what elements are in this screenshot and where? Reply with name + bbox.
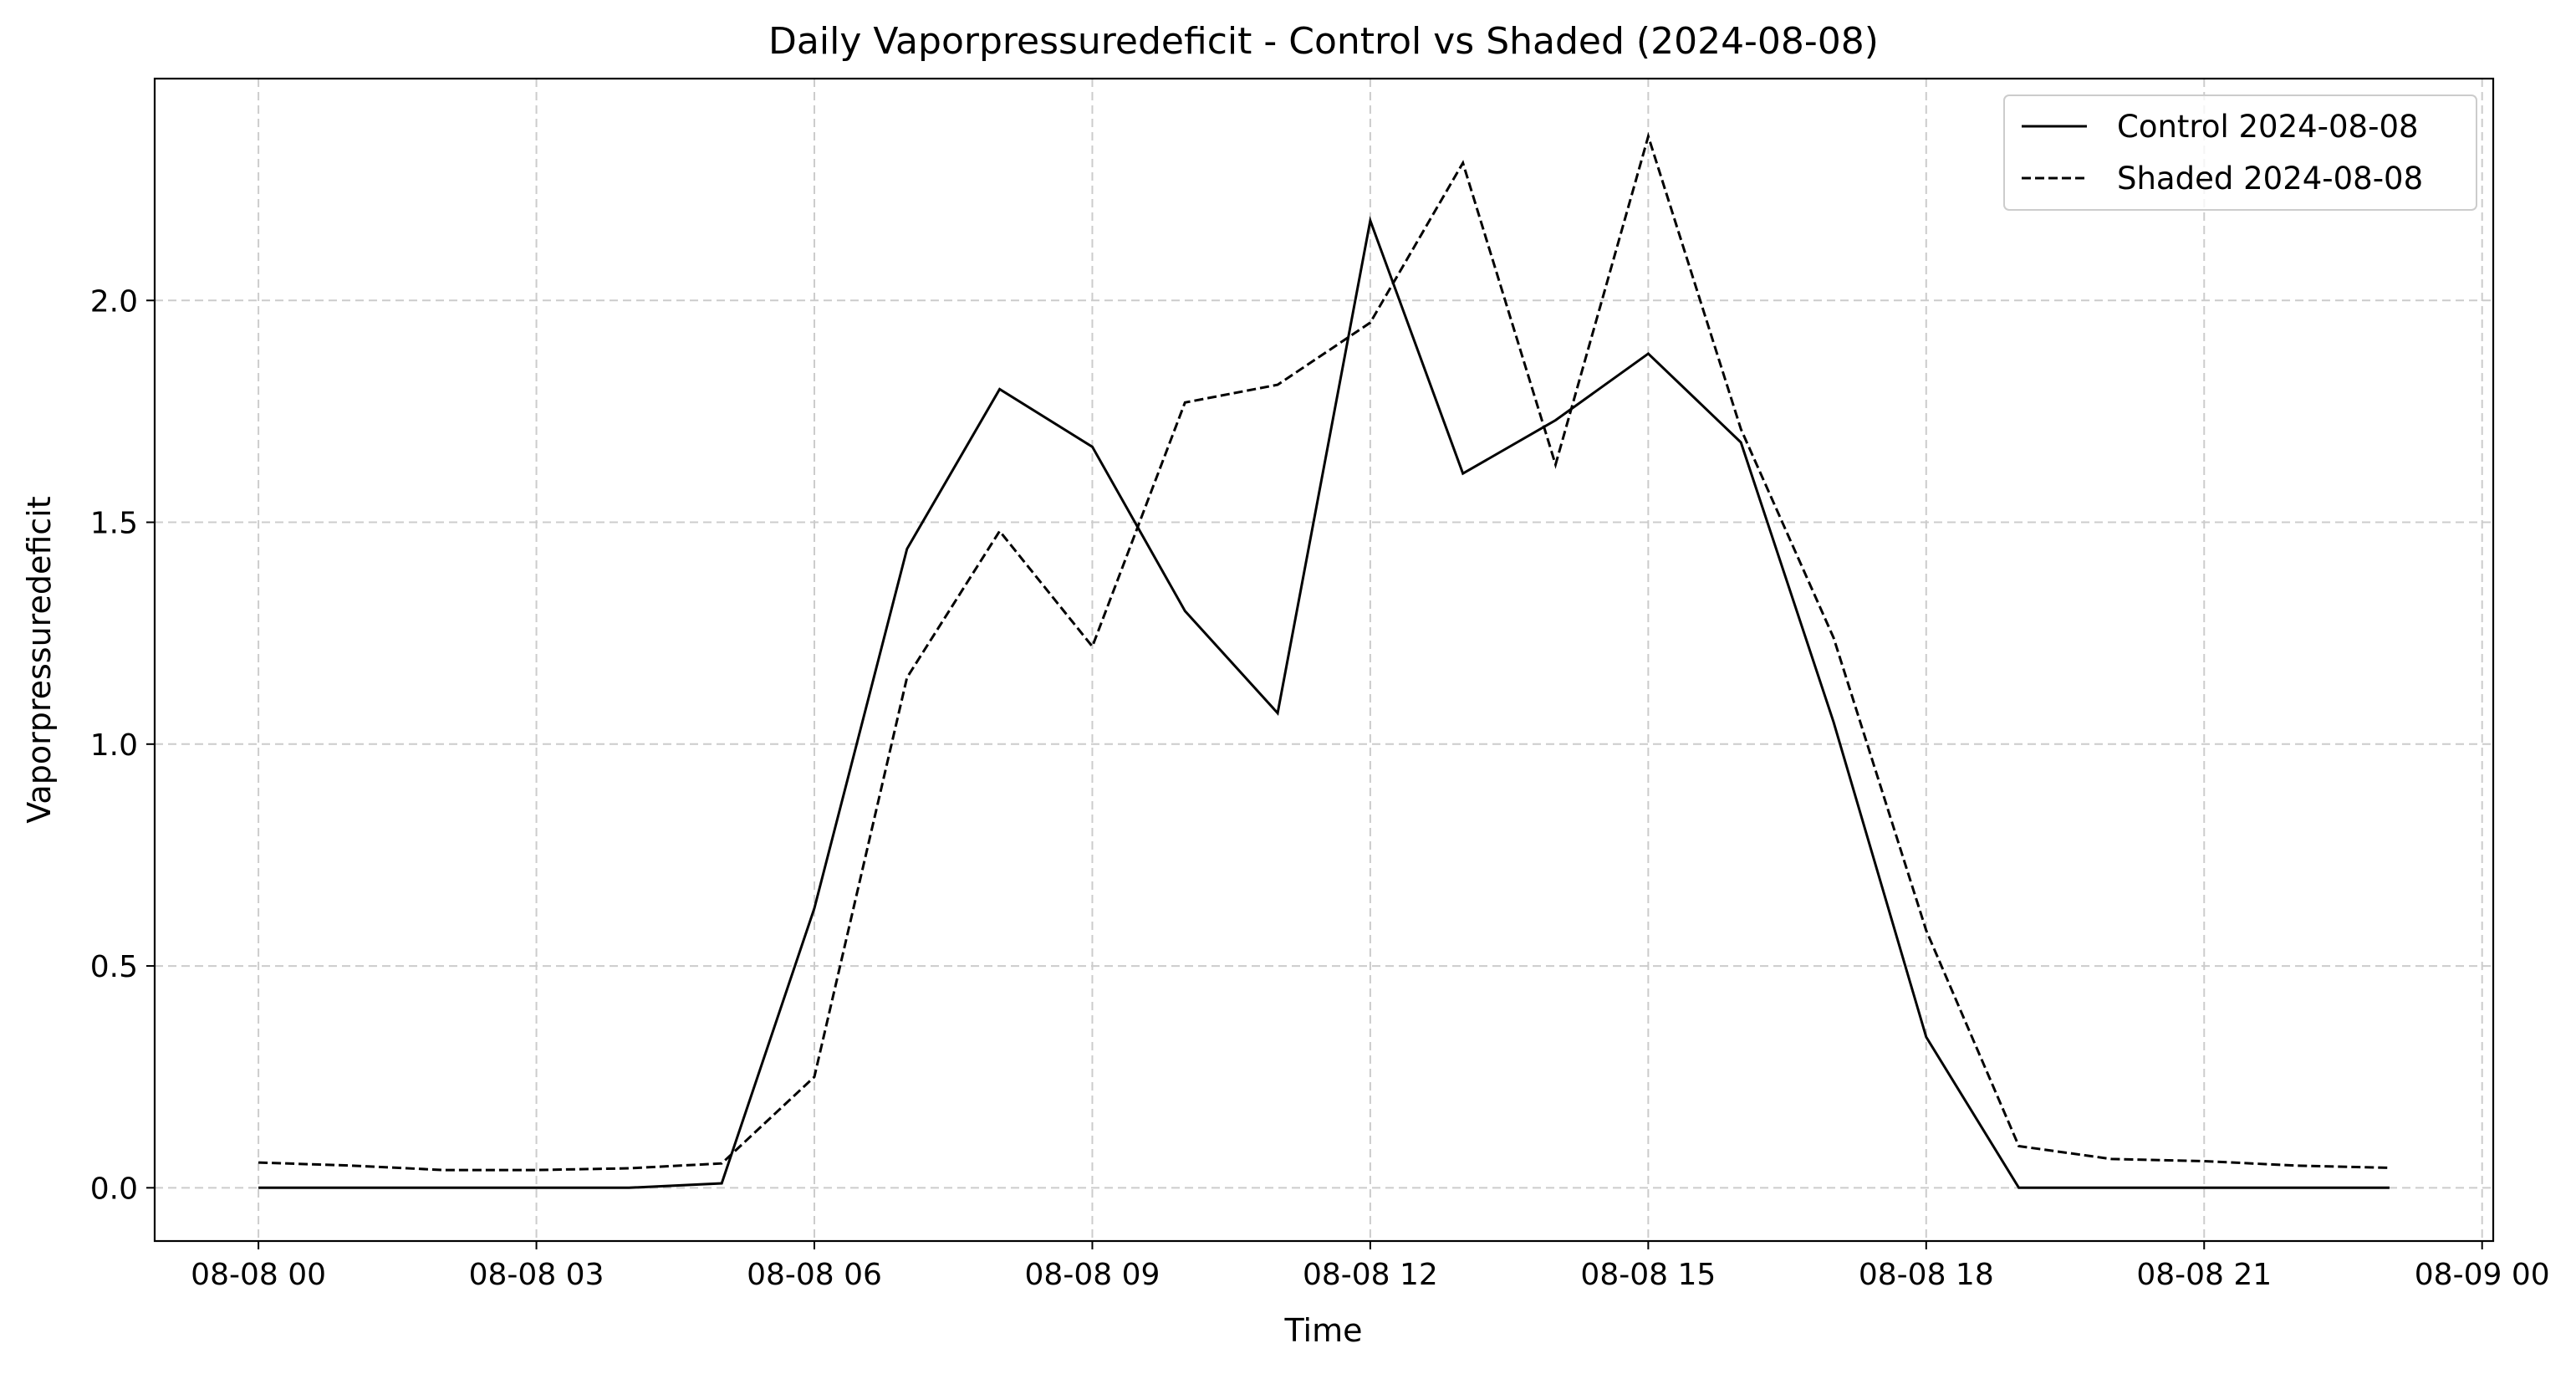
- x-tick-label: 08-08 09: [1025, 1258, 1160, 1292]
- y-tick-label: 1.0: [90, 728, 138, 763]
- series-line-shaded: [258, 131, 2390, 1172]
- x-tick-label: 08-08 06: [747, 1258, 882, 1292]
- y-tick-label: 0.0: [90, 1172, 138, 1206]
- legend: Control 2024-08-08 Shaded 2024-08-08: [2003, 94, 2477, 211]
- x-tick-label: 08-08 12: [1303, 1258, 1438, 1292]
- y-tick-label: 2.0: [90, 284, 138, 319]
- series-line-control: [258, 216, 2390, 1189]
- x-tick-label: 08-08 18: [1859, 1258, 1994, 1292]
- x-axis-label: Time: [1284, 1312, 1363, 1349]
- grid-lines: [155, 79, 2493, 1241]
- legend-control-label: Control 2024-08-08: [2117, 109, 2419, 145]
- y-axis: 0.0 0.5 1.0 1.5 2.0: [90, 284, 155, 1206]
- legend-shaded-label: Shaded 2024-08-08: [2117, 161, 2423, 197]
- y-axis-label: Vaporpressuredeficit: [21, 496, 58, 823]
- legend-box: [2003, 94, 2477, 211]
- x-tick-label: 08-08 15: [1580, 1258, 1716, 1292]
- y-tick-label: 0.5: [90, 950, 138, 984]
- x-tick-label: 08-08 21: [2136, 1258, 2272, 1292]
- chart-title: Daily Vaporpressuredeficit - Control vs …: [768, 20, 1879, 63]
- plot-frame: [153, 77, 2495, 1243]
- x-tick-label: 08-09 00: [2415, 1258, 2550, 1292]
- y-tick-label: 1.5: [90, 507, 138, 541]
- x-tick-label: 08-08 00: [191, 1258, 326, 1292]
- x-axis: 08-08 00 08-08 03 08-08 06 08-08 09 08-08 12…: [191, 1241, 2550, 1292]
- x-tick-label: 08-08 03: [469, 1258, 604, 1292]
- series-lines: [258, 131, 2390, 1189]
